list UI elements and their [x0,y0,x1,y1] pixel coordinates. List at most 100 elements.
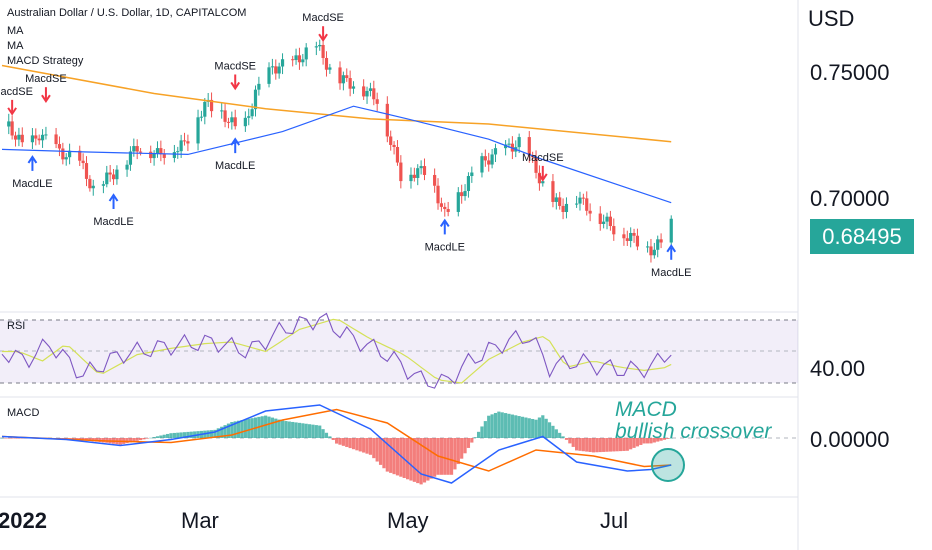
macd-histogram-bar [209,430,214,438]
short-signal-label: MacdSE [25,73,67,85]
currency-label: USD [808,6,855,31]
macd-histogram-bar [618,438,623,452]
macd-histogram-bar [375,438,379,462]
candle-body [443,206,447,210]
last-price-badge: 0.68495 [810,219,914,254]
macd-histogram-bar [531,418,535,438]
annotation-line-1[interactable]: MACD [615,398,677,421]
macd-histogram-bar [264,415,268,438]
candle-body [446,209,450,212]
macd-histogram-bar [341,438,345,446]
macd-histogram-bar [635,438,640,447]
macd-histogram-bar [632,438,636,448]
macd-histogram-bar [335,438,339,444]
candle-body [399,162,403,182]
symbol-title[interactable]: Australian Dollar / U.S. Dollar, 1D, CAP… [7,7,247,19]
candle-body [625,238,629,241]
candle-body [138,151,143,153]
indicator-ma-1-label[interactable]: MA [7,25,24,37]
long-signal-arrow-head [27,155,38,164]
macd-histogram-bar [61,438,65,439]
macd-histogram-bar [186,431,190,438]
macd-histogram-bar [598,438,602,453]
indicator-macd-strategy-label[interactable]: MACD Strategy [7,55,84,67]
annotation-line-2[interactable]: bullish crossover [615,420,772,443]
candle-body [159,148,163,155]
candle-body [527,137,531,156]
macd-histogram-bar [155,436,160,438]
macd-histogram-bar [537,417,542,438]
macd-histogram-bar [237,420,241,438]
macd-histogram-bar [287,421,291,438]
macd-histogram-bar [625,438,629,451]
candle-body [91,185,95,189]
macd-histogram-bar [605,438,609,452]
macd-tick-label: 0.00000 [810,427,890,452]
macd-histogram-bar [125,438,129,444]
macd-histogram-bar [307,424,312,438]
candle-body [270,66,274,68]
macd-histogram-bar [662,438,667,440]
macd-histogram-bar [176,432,180,438]
macd-histogram-bar [220,426,224,438]
candle-body [480,156,484,173]
candle-body [37,138,41,141]
candle-body [348,78,352,89]
macd-histogram-bar [230,422,234,438]
candle-body [324,57,329,70]
macd-signal-line [1,408,672,472]
candle-body [108,172,112,175]
macd-histogram-bar [554,429,558,438]
candle-body [588,210,592,214]
macd-histogram-bar [578,438,582,451]
macd-histogram-bar [324,432,329,438]
macd-histogram-bar [172,432,176,438]
short-signal-label: MacdSE [302,12,344,24]
macd-histogram-bar [348,438,352,449]
candle-body [10,121,14,136]
macd-histogram-bar [368,438,373,455]
macd-histogram-bar [138,438,143,441]
indicator-ma-2-label[interactable]: MA [7,40,24,52]
macd-histogram-bar [412,438,416,482]
macd-histogram-bar [520,416,525,438]
candle-body [132,146,136,152]
macd-histogram-bar [561,436,565,438]
macd-histogram-bar [510,414,514,438]
candle-body [581,197,585,199]
macd-histogram-bar [372,438,376,459]
candle-body [57,144,62,149]
candle-body [155,148,160,154]
candle-body [389,136,393,145]
candle-body [135,146,139,152]
candle-body [321,44,325,58]
candle-body [578,197,582,204]
macd-histogram-bar [365,438,369,454]
candle-body [470,172,474,177]
candle-body [537,172,542,184]
candle-body [534,157,538,173]
candle-body [419,166,423,169]
ma-slow-line [1,64,672,143]
macd-histogram-bar [17,438,21,439]
rsi-band [0,320,798,383]
macd-histogram-bar [639,438,643,445]
rsi-pane-title[interactable]: RSI [7,320,26,332]
rsi-tick-label: 40.00 [810,356,866,381]
macd-histogram-bar [585,438,589,452]
macd-histogram-bar [571,438,575,447]
candle-body [247,116,251,118]
candle-body [186,141,190,144]
long-signal-arrow-head [108,193,119,202]
macd-histogram-bar [527,418,531,438]
macd-histogram-bar [277,419,281,438]
candle-body [34,135,38,139]
macd-histogram-bar [206,430,210,438]
macd-pane-title[interactable]: MACD [7,407,40,419]
candle-body [602,221,606,224]
macd-histogram-bar [645,438,650,444]
macd-histogram-bar [558,432,562,438]
short-signal-arrow-head [318,33,328,43]
